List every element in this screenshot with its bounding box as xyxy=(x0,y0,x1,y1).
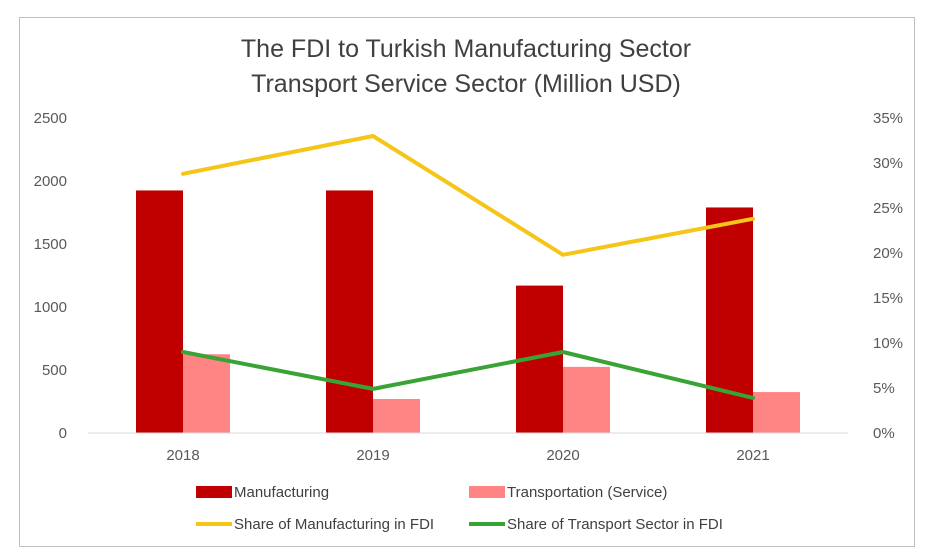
legend-share-transport-label: Share of Transport Sector in FDI xyxy=(507,516,723,533)
bar-transportation-service-2020 xyxy=(563,366,610,433)
left-axis-tick-label: 0 xyxy=(59,425,67,442)
bar-transportation-service-2021 xyxy=(753,392,800,433)
right-axis-tick-label: 0% xyxy=(873,425,895,442)
legend-transportation-label: Transportation (Service) xyxy=(507,484,667,501)
bar-manufacturing-2019 xyxy=(326,190,373,433)
right-axis-tick-label: 20% xyxy=(873,245,903,262)
right-axis-tick-label: 25% xyxy=(873,200,903,217)
right-axis-tick-label: 30% xyxy=(873,155,903,172)
x-axis-tick-label: 2021 xyxy=(736,447,769,464)
left-axis-tick-label: 1000 xyxy=(34,299,67,316)
left-axis-tick-label: 2500 xyxy=(34,110,67,127)
legend: Manufacturing Transportation (Service) Sha… xyxy=(196,484,723,533)
bar-transportation-service-2019 xyxy=(373,398,420,433)
bar-transportation-service-2018 xyxy=(183,354,230,433)
line-series-share-of-manufacturing xyxy=(181,134,755,257)
bars xyxy=(136,190,800,433)
x-axis-tick-label: 2019 xyxy=(356,447,389,464)
bar-manufacturing-2021 xyxy=(706,207,753,433)
legend-manufacturing-label: Manufacturing xyxy=(234,484,329,501)
x-axis: 2018 2019 2020 2021 xyxy=(166,447,769,464)
left-axis-tick-label: 500 xyxy=(42,362,67,379)
legend-transportation-swatch xyxy=(469,486,505,498)
left-axis: 0 500 1000 1500 2000 2500 xyxy=(34,110,67,442)
left-axis-tick-label: 2000 xyxy=(34,173,67,190)
legend-share-manufacturing-label: Share of Manufacturing in FDI xyxy=(234,516,434,533)
bar-manufacturing-2018 xyxy=(136,190,183,433)
right-axis: 0% 5% 10% 15% 20% 25% 30% 35% xyxy=(873,110,903,442)
right-axis-tick-label: 35% xyxy=(873,110,903,127)
chart-title-line-1: The FDI to Turkish Manufacturing Sector xyxy=(241,35,691,63)
left-axis-tick-label: 1500 xyxy=(34,236,67,253)
line-series-share-of-transport xyxy=(181,350,755,400)
x-axis-tick-label: 2018 xyxy=(166,447,199,464)
right-axis-tick-label: 10% xyxy=(873,335,903,352)
right-axis-tick-label: 5% xyxy=(873,380,895,397)
right-axis-tick-label: 15% xyxy=(873,290,903,307)
x-axis-tick-label: 2020 xyxy=(546,447,579,464)
lines xyxy=(181,134,755,400)
legend-manufacturing-swatch xyxy=(196,486,232,498)
chart-title-line-2: Transport Service Sector (Million USD) xyxy=(251,70,681,98)
